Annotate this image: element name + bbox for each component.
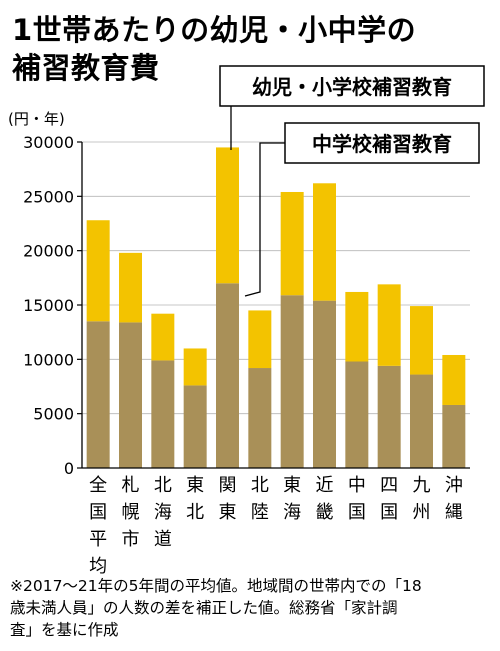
legend-label-total: 幼児・小学校補習教育	[252, 75, 452, 99]
bar-elementary	[281, 192, 304, 295]
footnote-line-3: 査」を基に作成	[10, 621, 119, 639]
x-category-label: 九	[413, 475, 431, 496]
x-category-label: 東	[283, 475, 301, 496]
x-category-label: 北	[186, 502, 204, 523]
x-category-label: 縄	[445, 502, 463, 523]
bar-elementary	[378, 284, 401, 366]
x-category-label: 平	[89, 529, 107, 550]
bar-elementary	[410, 306, 433, 374]
x-category-label: 畿	[316, 502, 334, 523]
bar-elementary	[442, 355, 465, 405]
x-category-label: 北	[154, 475, 172, 496]
bar-junior-high	[378, 366, 401, 468]
bar-elementary	[184, 348, 207, 385]
legend-leader-junior-high	[245, 143, 285, 296]
bar-elementary	[87, 220, 110, 321]
x-category-label: 幌	[122, 502, 140, 523]
x-category-label: 道	[154, 529, 172, 550]
x-category-label: 関	[219, 475, 237, 496]
bar-junior-high	[119, 322, 142, 468]
x-category-label: 全	[89, 475, 107, 496]
x-category-label: 中	[348, 475, 366, 496]
x-category-label: 均	[89, 556, 107, 577]
bar-elementary	[248, 310, 271, 368]
x-category-label: 海	[283, 502, 301, 523]
bar-junior-high	[313, 301, 336, 468]
bar-elementary	[151, 314, 174, 361]
x-category-label: 海	[154, 502, 172, 523]
x-category-label: 国	[348, 502, 366, 523]
bar-junior-high	[151, 360, 174, 468]
x-category-label: 国	[89, 502, 107, 523]
chart-title-line-2: 補習教育費	[11, 51, 160, 85]
bar-junior-high	[345, 362, 368, 468]
x-category-label: 四	[380, 475, 398, 496]
x-category-label: 北	[251, 475, 269, 496]
y-tick-label: 20000	[23, 242, 74, 261]
bar-elementary	[345, 292, 368, 362]
bar-junior-high	[87, 321, 110, 468]
bar-junior-high	[248, 368, 271, 468]
bar-junior-high	[184, 385, 207, 468]
y-tick-label: 5000	[33, 405, 74, 424]
x-category-label: 札	[122, 475, 140, 496]
y-tick-label: 15000	[23, 296, 74, 315]
bar-junior-high	[410, 375, 433, 468]
bar-junior-high	[442, 405, 465, 468]
y-tick-label: 0	[64, 459, 74, 478]
x-category-label: 東	[186, 475, 204, 496]
y-tick-label: 30000	[23, 133, 74, 152]
x-category-label: 州	[413, 502, 431, 523]
x-category-label: 市	[122, 529, 140, 550]
footnote-line-2: 歳未満人員」の人数の差を補正した値。総務省「家計調	[10, 599, 398, 617]
y-unit-label: (円・年)	[8, 110, 65, 128]
y-tick-label: 10000	[23, 350, 74, 369]
bar-elementary	[119, 253, 142, 323]
y-tick-label: 25000	[23, 187, 74, 206]
y-axis-ticks: 0 5000 10000 15000 20000 25000 30000	[23, 133, 82, 478]
x-category-label: 東	[219, 502, 237, 523]
x-category-label: 陸	[251, 502, 269, 523]
x-category-label: 国	[380, 502, 398, 523]
legend-label-junior-high: 中学校補習教育	[312, 132, 452, 156]
bar-elementary	[216, 147, 239, 283]
x-category-label: 近	[316, 475, 334, 496]
bar-junior-high	[216, 283, 239, 468]
bar-junior-high	[281, 295, 304, 468]
x-category-label: 沖	[445, 475, 463, 496]
chart-title-line-1: 1世帯あたりの幼児・小中学の	[12, 13, 416, 47]
bars	[87, 147, 466, 468]
footnote-line-1: ※2017〜21年の5年間の平均値。地域間の世帯内での「18	[10, 577, 422, 595]
bar-elementary	[313, 183, 336, 300]
